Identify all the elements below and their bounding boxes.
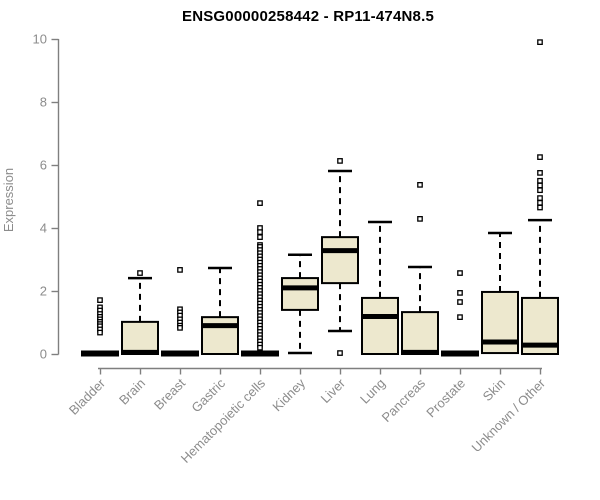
x-category-label: Kidney bbox=[269, 375, 308, 414]
outlier-point bbox=[337, 158, 343, 164]
y-tick-label: 8 bbox=[40, 95, 47, 110]
outlier-point bbox=[257, 234, 263, 240]
x-category-label: Unknown / Other bbox=[469, 375, 549, 455]
outlier-point bbox=[537, 39, 543, 46]
outlier-point bbox=[457, 290, 463, 296]
outlier-point bbox=[537, 199, 543, 206]
x-category-label: Breast bbox=[151, 375, 188, 412]
boxplot-box bbox=[401, 311, 439, 356]
boxplot-flat-median bbox=[241, 350, 279, 357]
boxplot-flat-median bbox=[161, 350, 199, 357]
outlier-point bbox=[177, 325, 183, 331]
x-category-label: Lung bbox=[357, 376, 388, 407]
outlier-point bbox=[97, 329, 103, 336]
outlier-point bbox=[457, 270, 463, 276]
outlier-point bbox=[337, 350, 343, 356]
x-category-label: Liver bbox=[318, 375, 349, 406]
outlier-point bbox=[537, 154, 543, 160]
outlier-point bbox=[417, 216, 423, 222]
outlier-point bbox=[257, 344, 263, 351]
outlier-point bbox=[537, 170, 543, 176]
boxplot-flat-median bbox=[441, 350, 479, 357]
boxplot-box bbox=[281, 277, 319, 311]
boxplot-flat-median bbox=[81, 350, 119, 357]
boxplot-box bbox=[201, 316, 239, 355]
outlier-point bbox=[457, 299, 463, 305]
boxplot-box bbox=[121, 320, 159, 355]
x-category-label: Skin bbox=[480, 376, 508, 404]
outlier-point bbox=[97, 297, 103, 303]
outlier-point bbox=[257, 229, 263, 235]
x-category-label: Brain bbox=[116, 376, 148, 408]
chart-title: ENSG00000258442 - RP11-474N8.5 bbox=[181, 8, 434, 25]
outlier-point bbox=[537, 182, 543, 189]
outlier-point bbox=[537, 187, 543, 194]
boxplot-box bbox=[361, 296, 399, 355]
outlier-point bbox=[537, 177, 543, 184]
outlier-point bbox=[137, 270, 143, 276]
y-tick-label: 2 bbox=[40, 284, 47, 299]
outlier-point bbox=[457, 314, 463, 320]
x-category-label: Pancreas bbox=[379, 375, 429, 425]
outlier-point bbox=[537, 195, 543, 201]
y-tick-label: 10 bbox=[33, 32, 47, 47]
outlier-point bbox=[537, 204, 543, 211]
x-category-label: Prostate bbox=[423, 376, 468, 421]
outlier-point bbox=[177, 267, 183, 273]
x-category-label: Bladder bbox=[66, 375, 109, 418]
outlier-point bbox=[417, 181, 423, 188]
outlier-point bbox=[257, 200, 263, 206]
y-tick-label: 6 bbox=[40, 158, 47, 173]
y-tick-label: 4 bbox=[40, 221, 47, 236]
y-axis-label: Expression bbox=[1, 168, 16, 232]
boxplot-box bbox=[321, 236, 359, 285]
y-tick-label: 0 bbox=[40, 347, 47, 362]
